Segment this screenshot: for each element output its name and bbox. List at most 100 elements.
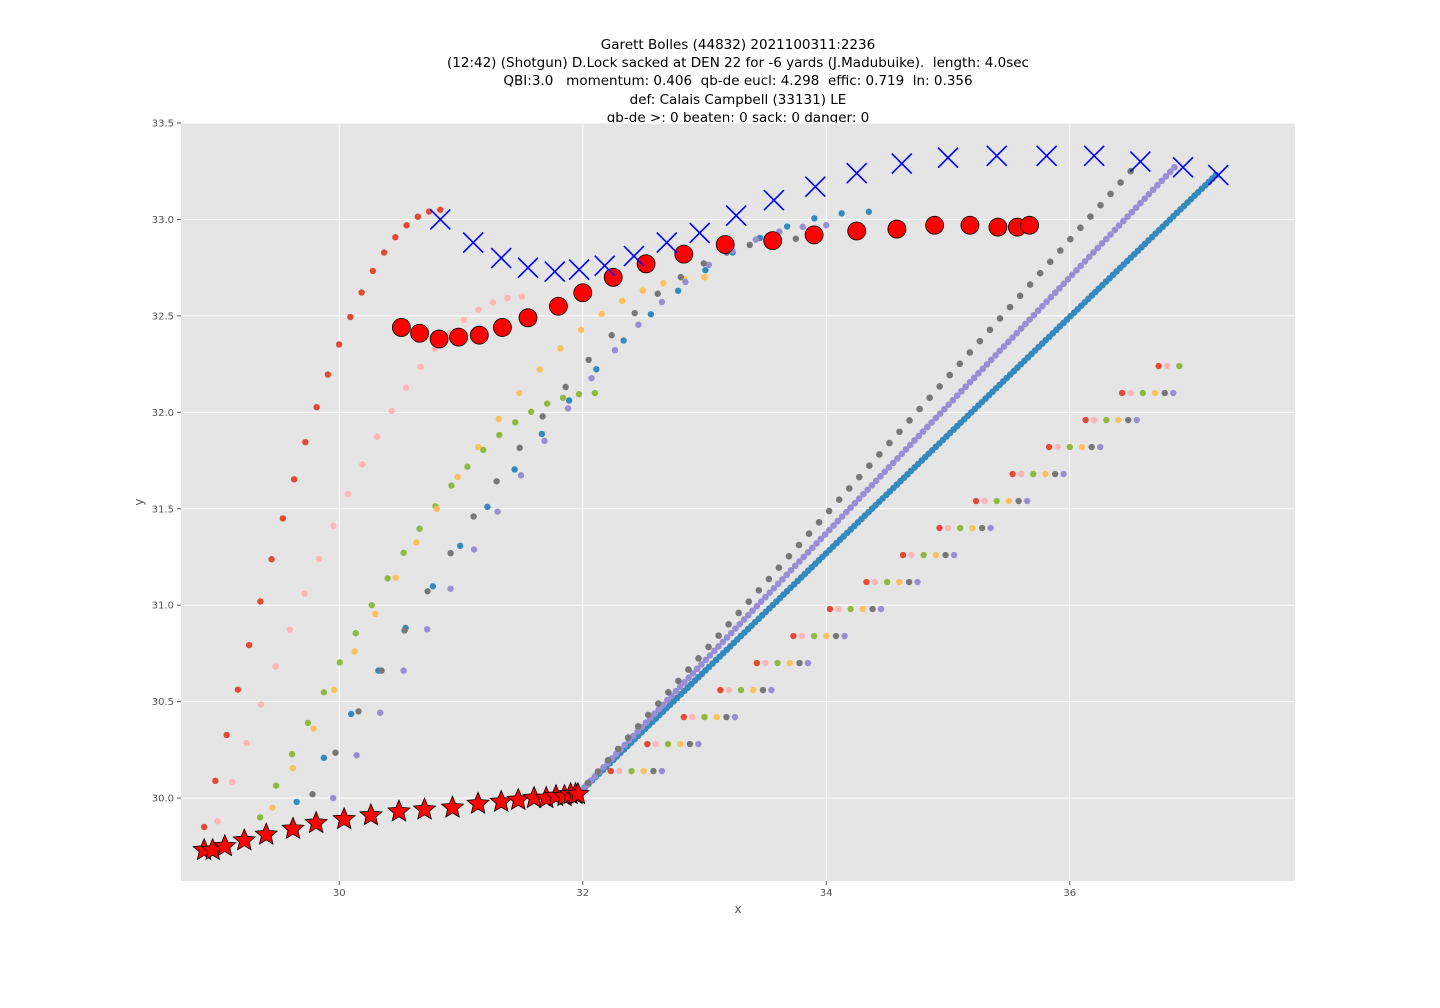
trajectory-point: [612, 750, 620, 758]
trajectory-point: [728, 629, 735, 637]
x-marker: [517, 257, 539, 279]
scatter-point: [384, 575, 391, 582]
grid-lines: [181, 122, 1295, 881]
trajectory-point: [785, 553, 793, 560]
scatter-point: [702, 266, 709, 274]
scatter-point: [790, 632, 797, 640]
trajectory-point: [1047, 293, 1055, 301]
trajectory-point: [584, 779, 592, 787]
scatter-point: [353, 752, 360, 759]
trajectory-point: [710, 647, 718, 655]
x-marker-stroke: [623, 245, 645, 267]
scatter-point: [302, 438, 309, 446]
scatter-point: [1170, 389, 1177, 397]
star-marker: [304, 810, 329, 834]
trajectory-point: [1004, 338, 1012, 346]
scatter-point: [944, 524, 952, 532]
x-marker-stroke: [568, 259, 590, 281]
scatter-point: [689, 713, 696, 721]
scatter-point: [538, 430, 546, 438]
trajectory-point: [1034, 307, 1042, 314]
scatter-point: [1139, 389, 1147, 397]
scatter-point: [564, 405, 572, 412]
trajectory-point: [975, 370, 982, 377]
scatter-point: [464, 463, 471, 470]
scatter-point: [950, 551, 958, 559]
x-marker: [544, 260, 566, 283]
trajectory-point: [604, 756, 612, 764]
scatter-point: [956, 524, 964, 532]
trajectory-point: [885, 464, 893, 471]
x-marker: [986, 145, 1008, 167]
trajectory-point: [976, 337, 984, 345]
scatter-point: [823, 222, 830, 229]
trajectory-point: [757, 598, 765, 605]
scatter-point: [1030, 470, 1037, 478]
scatter-point: [504, 294, 511, 302]
scatter-point: [705, 261, 713, 269]
trajectory-point: [624, 734, 632, 741]
scatter-point: [557, 345, 564, 352]
trajectory-point: [1006, 303, 1014, 311]
scatter-point: [723, 713, 730, 721]
trajectory-point: [665, 688, 672, 696]
x-marker-stroke: [725, 205, 747, 227]
trajectory-point: [664, 696, 671, 704]
scatter-point: [972, 497, 980, 505]
trajectory-point: [591, 772, 599, 780]
scatter-point: [774, 659, 781, 667]
scatter-point: [914, 578, 921, 586]
trajectory-point: [1111, 226, 1119, 234]
scatter-point: [245, 641, 253, 649]
trajectory-point: [629, 732, 637, 740]
scatter-point: [433, 505, 441, 513]
trajectory-dot-layer: [574, 164, 1220, 798]
scatter-point: [1054, 443, 1061, 451]
scatter-point: [388, 407, 395, 415]
scatter-point: [932, 551, 940, 559]
scatter-point: [413, 539, 420, 546]
trajectory-point: [1013, 329, 1021, 337]
trajectory-point: [996, 315, 1004, 322]
scatter-point: [677, 273, 684, 281]
x-tick-label: 30: [333, 888, 346, 899]
scatter-point: [1015, 497, 1022, 505]
scatter-point: [804, 659, 812, 667]
scatter-point: [330, 522, 337, 529]
trajectory-point: [1077, 224, 1084, 232]
background-dot-layer: [200, 206, 1183, 831]
scatter-point: [838, 210, 845, 217]
scatter-point: [358, 289, 365, 296]
trajectory-point: [970, 374, 978, 382]
trajectory-point: [1039, 302, 1046, 310]
trajectory-point: [949, 396, 957, 404]
trajectory-point: [953, 392, 961, 400]
trajectory-point: [926, 394, 933, 402]
scatter-point: [369, 267, 377, 275]
trajectory-point: [817, 535, 825, 543]
scatter-point: [279, 515, 287, 522]
trajectory-point: [889, 459, 897, 467]
x-marker: [725, 205, 747, 227]
trajectory-point: [745, 611, 752, 619]
trajectory-point: [1145, 190, 1153, 198]
scatter-point: [301, 590, 308, 597]
trajectory-point: [864, 486, 871, 494]
trajectory-point: [600, 764, 607, 771]
y-tick-label: 33.5: [152, 119, 174, 130]
trajectory-point: [808, 544, 816, 552]
trajectory-point: [779, 575, 786, 583]
scatter-point: [496, 431, 503, 439]
trajectory-point: [855, 473, 863, 481]
scatter-point: [725, 686, 733, 694]
scatter-point: [768, 686, 775, 694]
scatter-point: [344, 490, 352, 498]
trajectory-point: [594, 768, 602, 775]
scatter-point: [652, 740, 660, 748]
scatter-point: [942, 551, 949, 559]
trajectory-point: [1120, 217, 1127, 225]
scatter-point: [987, 524, 994, 532]
trajectory-point: [1107, 231, 1114, 238]
trajectory-point: [868, 481, 876, 489]
x-marker-stroke: [986, 145, 1008, 167]
